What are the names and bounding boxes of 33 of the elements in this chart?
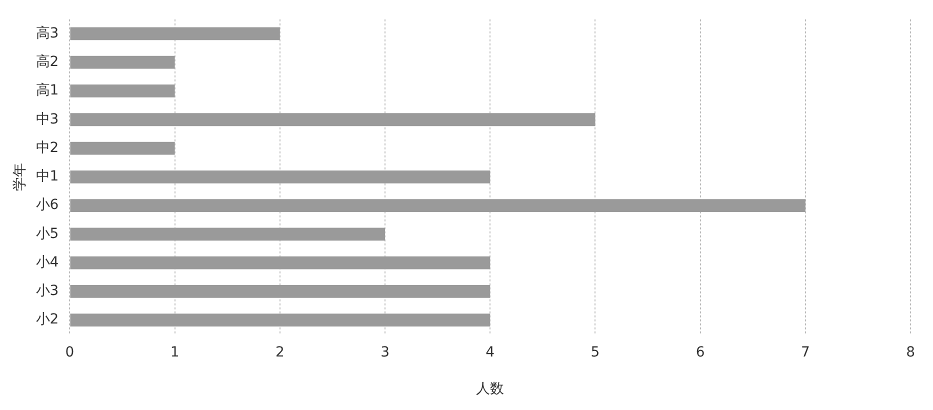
y-tick-label: 小5 <box>36 226 59 242</box>
x-tick-label: 5 <box>590 344 600 360</box>
bar <box>70 56 175 69</box>
bar <box>70 228 386 241</box>
x-tick-label: 2 <box>275 344 284 360</box>
x-tick-label: 7 <box>800 344 810 360</box>
x-axis-title: 人数 <box>476 381 504 398</box>
bar <box>70 113 596 126</box>
bar <box>70 256 490 270</box>
x-tick-label: 4 <box>486 344 495 360</box>
y-tick-label: 中1 <box>36 168 59 185</box>
bar <box>70 84 175 98</box>
y-tick-label: 小3 <box>36 283 59 300</box>
bar <box>70 142 175 155</box>
x-tick-label: 0 <box>65 344 74 360</box>
bar <box>70 27 280 40</box>
x-tick-label: 3 <box>380 344 390 360</box>
y-axis-title: 学年 <box>12 162 28 191</box>
x-tick-label: 8 <box>906 344 916 360</box>
y-tick-label: 小4 <box>36 254 59 270</box>
x-tick-label: 1 <box>170 344 180 360</box>
y-tick-label: 高2 <box>36 54 59 70</box>
x-tick-label: 6 <box>696 344 705 360</box>
y-tick-label: 中3 <box>36 111 59 128</box>
y-tick-label: 高3 <box>36 25 59 42</box>
bar <box>70 314 490 327</box>
y-tick-label: 高1 <box>36 82 59 99</box>
bar <box>70 199 806 212</box>
y-tick-label: 小6 <box>36 197 59 214</box>
y-tick-label: 中2 <box>36 140 59 156</box>
bar <box>70 285 490 298</box>
y-tick-label: 小2 <box>36 312 59 328</box>
bar <box>70 170 490 184</box>
